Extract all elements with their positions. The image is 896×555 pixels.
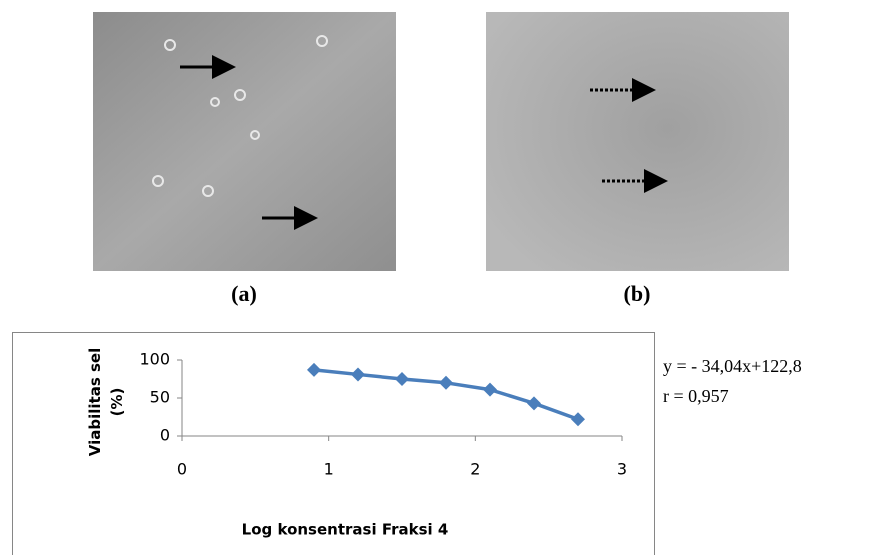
marker bbox=[483, 383, 497, 397]
micrograph-a bbox=[93, 12, 396, 271]
y-axis-title: Viabilitas sel (%) bbox=[84, 347, 128, 457]
x-axis-title: Log konsentrasi Fraksi 4 bbox=[242, 521, 449, 539]
panel-label: (b) bbox=[624, 281, 651, 306]
y-tick-label: 50 bbox=[150, 388, 170, 407]
x-tick-label: 1 bbox=[324, 460, 334, 479]
figure: (a) (b) y = - 34,04x+122,8 r = 0,957 Log… bbox=[0, 0, 896, 555]
y-tick-label: 100 bbox=[139, 350, 170, 369]
x-tick-label: 3 bbox=[617, 460, 627, 479]
marker bbox=[439, 376, 453, 390]
x-tick-label: 2 bbox=[470, 460, 480, 479]
marker bbox=[307, 363, 321, 377]
panel-label: (a) bbox=[231, 281, 257, 306]
correlation: r = 0,957 bbox=[663, 386, 729, 406]
marker bbox=[571, 412, 585, 426]
equation: y = - 34,04x+122,8 bbox=[663, 356, 802, 376]
x-tick-label: 0 bbox=[177, 460, 187, 479]
page: (a) (b) y = - 34,04x+122,8 r = 0,957 Log… bbox=[0, 0, 896, 555]
marker bbox=[351, 367, 365, 381]
y-tick-label: 0 bbox=[160, 426, 170, 445]
marker bbox=[395, 372, 409, 386]
marker bbox=[527, 396, 541, 410]
micrograph-b bbox=[486, 12, 789, 271]
